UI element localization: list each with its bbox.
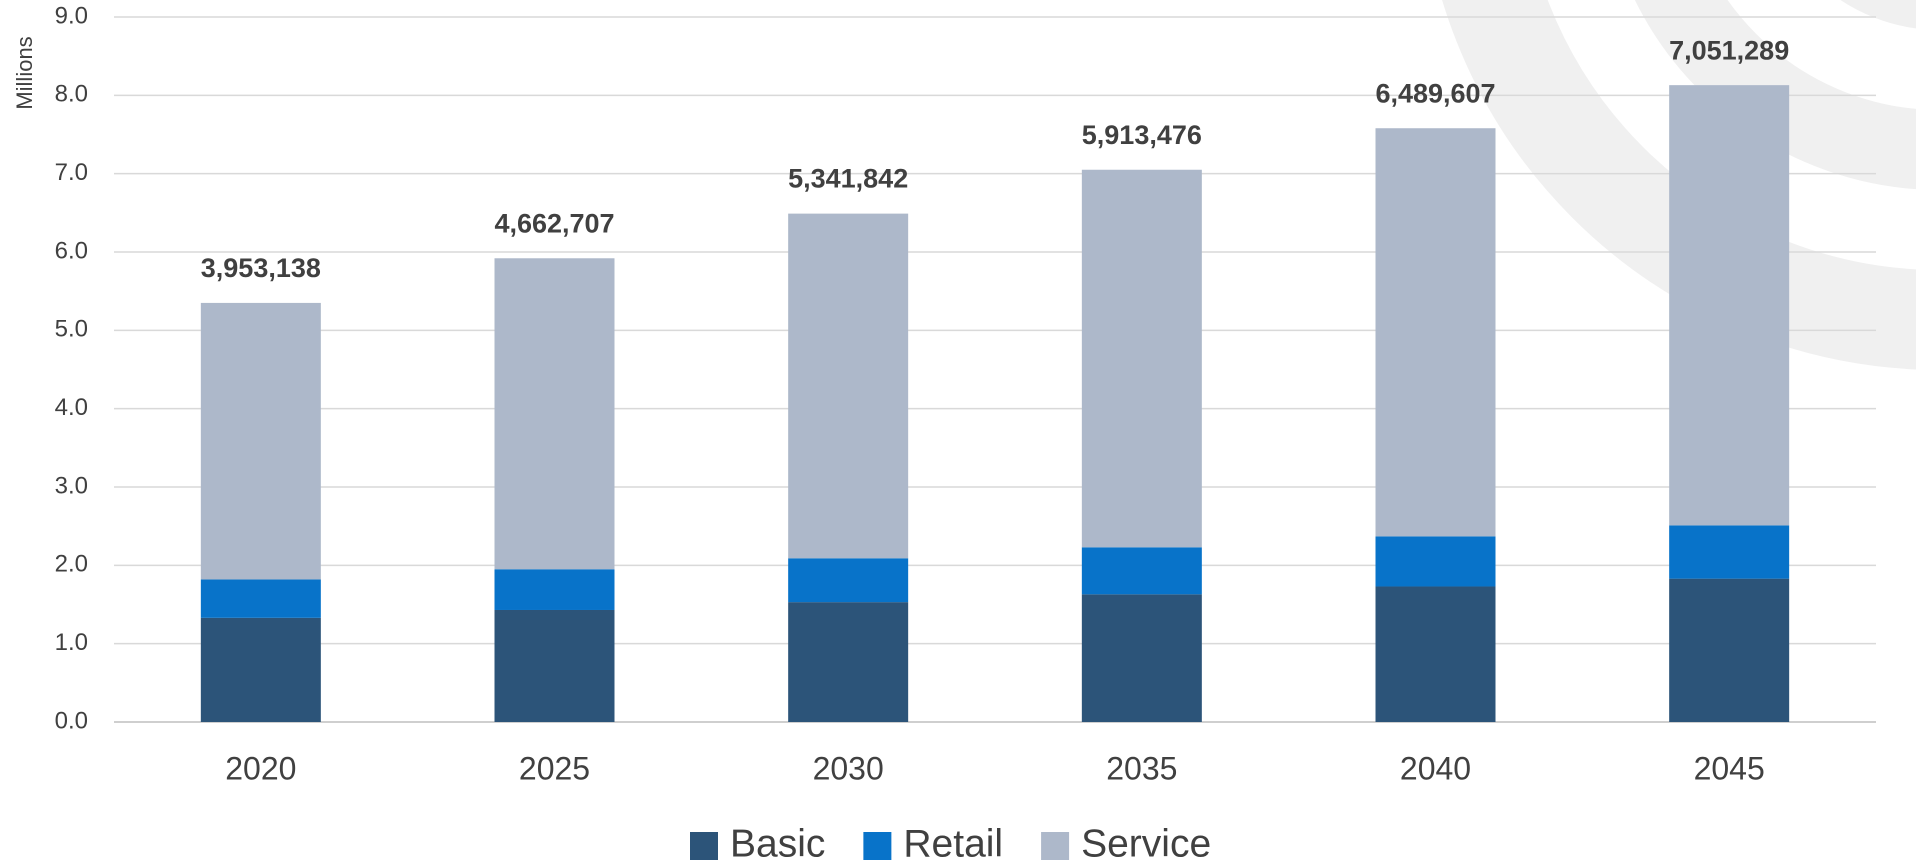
bar-segment [1669, 85, 1790, 526]
y-tick-label: 2.0 [55, 551, 88, 578]
bar-segment [494, 609, 615, 722]
y-tick-label: 8.0 [55, 81, 88, 108]
legend-swatch [863, 832, 892, 860]
y-tick-label: 7.0 [55, 159, 88, 186]
legend-label: Basic [730, 822, 825, 865]
y-tick-label: 9.0 [55, 2, 88, 29]
y-tick-label: 1.0 [55, 629, 88, 656]
bar-segment [1081, 169, 1202, 548]
bar-segment [200, 617, 321, 722]
bar-segment [1375, 128, 1496, 537]
total-label: 6,489,607 [1375, 78, 1495, 108]
bar-segment [200, 579, 321, 618]
total-label: 4,662,707 [494, 208, 614, 238]
bar-segment [1669, 525, 1790, 579]
bar-segment [1375, 536, 1496, 587]
y-tick-label: 0.0 [55, 707, 88, 734]
bar-segment [1669, 578, 1790, 722]
y-tick-label: 3.0 [55, 472, 88, 499]
bar-segment [200, 302, 321, 580]
bar-segment [1081, 547, 1202, 595]
bar-segment [788, 602, 909, 722]
x-tick-label: 2025 [519, 750, 590, 786]
legend-swatch [690, 832, 718, 860]
y-tick-label: 6.0 [55, 237, 88, 264]
legend-label: Retail [903, 822, 1003, 865]
x-tick-label: 2040 [1400, 750, 1471, 786]
bar-segment [1081, 594, 1202, 722]
legend-swatch [1041, 832, 1070, 860]
bar-segment [788, 213, 909, 559]
total-label: 5,913,476 [1082, 120, 1202, 150]
legend-label: Service [1081, 822, 1211, 865]
y-tick-label: 5.0 [55, 316, 88, 343]
x-tick-label: 2030 [813, 750, 884, 786]
x-tick-label: 2020 [225, 750, 296, 786]
y-axis-label: Millions [12, 36, 37, 109]
total-label: 7,051,289 [1669, 35, 1789, 65]
bar-segment [494, 258, 615, 570]
total-label: 3,953,138 [201, 253, 321, 283]
x-tick-label: 2035 [1106, 750, 1177, 786]
x-tick-label: 2045 [1694, 750, 1765, 786]
bar-segment [1375, 586, 1496, 722]
bar-segment [788, 558, 909, 603]
y-tick-label: 4.0 [55, 394, 88, 421]
bar-segment [494, 569, 615, 610]
total-label: 5,341,842 [788, 164, 908, 194]
